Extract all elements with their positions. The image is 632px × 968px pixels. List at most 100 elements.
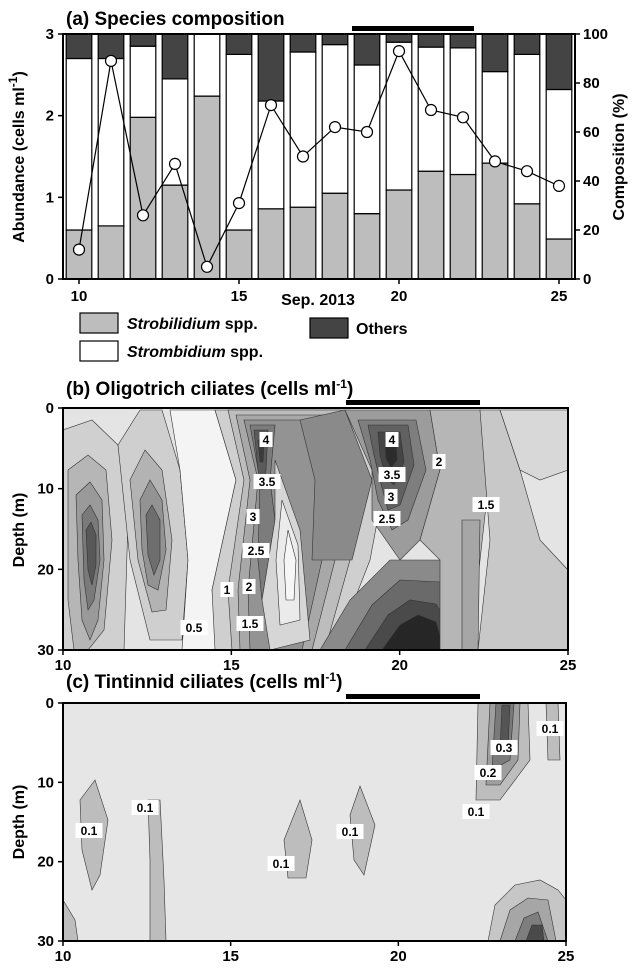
panel-b-ytick: 0 <box>46 400 54 417</box>
bar-strombidium-19 <box>354 65 380 214</box>
bar-others-13 <box>162 34 188 79</box>
panel-a-y2tick: 40 <box>583 173 600 190</box>
legend-label-strombidium: Strombidium spp. <box>127 344 263 361</box>
legend-swatch-strombidium <box>80 341 118 361</box>
panel-a-xtick: 25 <box>551 288 568 305</box>
panel-a-y2tick: 80 <box>583 75 600 92</box>
panel-c-title: (c) Tintinnid ciliates (cells ml-1) <box>66 670 342 693</box>
bar-strobilidium-14 <box>194 96 220 279</box>
contour-label: 3 <box>388 490 395 504</box>
bar-others-20 <box>386 34 412 42</box>
contour-label: 0.1 <box>81 824 98 838</box>
contour-label: 3.5 <box>259 475 276 489</box>
composition-point-18 <box>330 122 341 133</box>
panel-b-title: (b) Oligotrich ciliates (cells ml-1) <box>66 377 353 400</box>
bar-strombidium-12 <box>130 46 156 117</box>
composition-point-14 <box>202 261 213 272</box>
bar-others-24 <box>514 34 540 54</box>
composition-point-16 <box>266 100 277 111</box>
bar-strobilidium-15 <box>226 230 252 279</box>
panel-b: (b) Oligotrich ciliates (cells ml-1) <box>11 377 576 674</box>
panel-a-ytick: 1 <box>46 189 54 206</box>
panel-c-ytick: 20 <box>37 854 54 871</box>
bar-strombidium-11 <box>98 59 124 226</box>
contour-label: 2 <box>246 580 253 594</box>
contour-label: 4 <box>263 433 270 447</box>
panel-a-ytick: 2 <box>46 108 54 125</box>
panel-a-y2tick: 60 <box>583 124 600 141</box>
bar-strobilidium-19 <box>354 214 380 279</box>
panel-a-ytick: 3 <box>46 26 54 43</box>
bar-strobilidium-25 <box>546 239 572 279</box>
panel-a-xlabel: Sep. 2013 <box>281 292 355 309</box>
bar-strobilidium-20 <box>386 190 412 279</box>
contour-label: 4 <box>389 433 396 447</box>
bar-strombidium-17 <box>290 52 316 207</box>
composition-point-22 <box>458 112 469 123</box>
panel-b-ytick: 10 <box>37 481 54 498</box>
composition-point-23 <box>490 156 501 167</box>
bar-others-10 <box>66 34 92 59</box>
panel-a-y2label: Composition (%) <box>611 93 628 220</box>
panel-a-xtick: 15 <box>231 288 248 305</box>
panel-a-ytick: 0 <box>46 271 54 288</box>
bar-others-22 <box>450 34 476 48</box>
bar-strobilidium-13 <box>162 185 188 279</box>
bar-strobilidium-16 <box>258 209 284 279</box>
panel-c-xtick: 25 <box>558 948 575 965</box>
bar-strombidium-10 <box>66 59 92 231</box>
composition-point-10 <box>74 244 85 255</box>
contour-label: 1 <box>224 583 231 597</box>
bar-strobilidium-18 <box>322 193 348 279</box>
bar-others-19 <box>354 34 380 65</box>
panel-c-ylabel: Depth (m) <box>11 785 28 860</box>
bar-strombidium-22 <box>450 48 476 175</box>
composition-point-17 <box>298 151 309 162</box>
panel-a-title: (a) Species composition <box>66 9 285 30</box>
bar-strobilidium-24 <box>514 204 540 279</box>
panel-c-xtick: 10 <box>55 948 72 965</box>
contour-label: 0.1 <box>342 825 359 839</box>
panel-a-y2tick: 20 <box>583 222 600 239</box>
panel-b-xtick: 25 <box>560 657 577 674</box>
composition-point-20 <box>394 46 405 57</box>
panel-c-xtick: 15 <box>222 948 239 965</box>
legend: Strobilidium spp. Others Strombidium spp… <box>80 313 408 361</box>
contour-label: 2 <box>436 455 443 469</box>
panel-a-y2tick: 100 <box>583 26 608 43</box>
composition-point-13 <box>170 158 181 169</box>
panel-c-ytick: 10 <box>37 774 54 791</box>
contour-label: 2.5 <box>248 544 265 558</box>
panel-b-contours <box>63 408 568 650</box>
panel-a-ylabel: Abundance (cells ml-1) <box>6 71 28 243</box>
composition-point-15 <box>234 198 245 209</box>
panel-b-ytick: 30 <box>37 642 54 659</box>
legend-label-strobilidium: Strobilidium spp. <box>127 316 258 333</box>
panel-a-period-bar <box>352 26 474 31</box>
bar-strombidium-14 <box>194 34 220 96</box>
composition-point-24 <box>522 166 533 177</box>
panel-b-ytick: 20 <box>37 561 54 578</box>
contour-label: 0.1 <box>137 801 154 815</box>
panel-b-ylabel: Depth (m) <box>11 493 28 568</box>
contour-label: 0.1 <box>468 805 485 819</box>
bar-others-12 <box>130 34 156 46</box>
bar-strobilidium-23 <box>482 163 508 279</box>
panel-c-ytick: 0 <box>46 695 54 712</box>
contour-label: 0.1 <box>273 857 290 871</box>
bar-others-17 <box>290 34 316 52</box>
bar-others-25 <box>546 34 572 90</box>
bar-strombidium-25 <box>546 90 572 240</box>
panel-b-period-bar <box>346 400 480 405</box>
bar-others-16 <box>258 34 284 101</box>
panel-c-ytick: 30 <box>37 933 54 950</box>
contour-label: 0.1 <box>542 722 559 736</box>
bar-strombidium-18 <box>322 45 348 194</box>
contour-label: 1.5 <box>242 617 259 631</box>
panel-c-xtick: 20 <box>390 948 407 965</box>
bar-strombidium-24 <box>514 54 540 203</box>
composition-point-19 <box>362 127 373 138</box>
panel-b-xtick: 20 <box>391 657 408 674</box>
panel-c: (c) Tintinnid ciliates (cells ml-1) 10 15… <box>11 670 574 965</box>
composition-point-12 <box>138 210 149 221</box>
